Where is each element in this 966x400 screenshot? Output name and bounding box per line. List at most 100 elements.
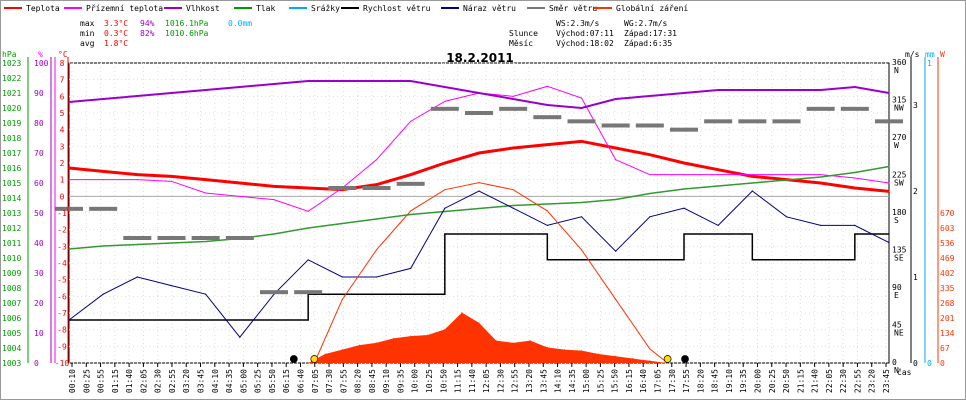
point-press [102,245,104,247]
point-radiation [410,335,412,337]
radiation-tick-label: 67 [940,344,950,353]
pressure-tick-label: 1008 [2,284,21,293]
humidity-tick-label: 100 [34,59,49,68]
point-hum [512,98,514,100]
pressure-tick-label: 1014 [2,194,21,203]
point-temp [512,147,514,149]
point-radiation [461,312,463,314]
direction-tick-compass: NW [894,104,904,113]
point-theo [478,181,480,184]
x-tick-label: 01:15 [111,369,120,393]
temp-tick-label: -5 [57,276,67,285]
humidity-tick-label: 60 [34,179,44,188]
point-press [170,242,173,244]
rain-unit: mm [925,50,935,59]
point-theo [444,189,446,191]
point-radiation [495,340,497,342]
x-tick-label: 02:55 [168,369,177,393]
stats-hum: 94% [140,19,155,28]
point-theo [649,348,651,350]
pressure-tick-label: 1011 [2,239,21,248]
pressure-tick-label: 1022 [2,74,21,83]
point-radiation [427,334,429,336]
point-dew [273,199,275,201]
direction-tick-degrees: 90 [892,283,902,292]
point-press [820,176,822,178]
point-wind-direction [260,290,288,295]
point-hum [239,86,241,88]
point-dew [683,174,685,176]
point-wind-direction [601,123,630,128]
point-hum [273,83,275,85]
direction-tick-degrees: 135 [892,246,907,255]
point-press [649,192,651,195]
axes: 00:10 00:25 00:55 01:15 01:40 02:05 02:30 02:55… [2,50,955,393]
humidity-tick-label: 40 [34,239,44,248]
point-radiation [358,344,360,346]
temp-tick-label: 6 [60,92,65,101]
point-wind-direction [465,111,493,115]
pressure-tick-label: 1006 [2,314,21,323]
radiation-tick-label: 134 [940,329,955,338]
x-tick-label: 10:00 [411,369,420,393]
x-tick-label: 11:40 [468,369,477,393]
x-tick-label: 00:10 [68,369,77,393]
point-wg [546,224,548,226]
point-hum [649,95,651,97]
point-dew [717,174,719,176]
point-radiation [581,350,582,352]
point-theo [546,210,548,212]
chart-title: 18.2.2011 [446,51,514,65]
point-temp [580,140,583,142]
point-wg [136,276,138,278]
x-tick-label: 16:40 [639,369,648,393]
point-wind-direction [840,106,869,111]
point-wg [512,207,514,209]
direction-tick-degrees: 180 [892,208,907,217]
x-tick-label: 19:10 [725,369,734,393]
x-tick-label: 20:00 [753,369,762,393]
direction-tick-compass: N [894,366,899,375]
pressure-tick-label: 1018 [2,134,21,143]
temp-tick-label: 3 [60,142,65,151]
x-tick-label: 05:50 [268,369,277,393]
x-tick-label: 10:50 [439,369,448,393]
point-radiation [615,355,617,357]
stats-rain: 0.0mm [228,19,252,28]
temp-tick-label: -3 [57,242,67,251]
point-press [751,182,753,184]
humidity-unit: % [38,50,43,59]
point-wg [239,336,241,338]
direction-tick-compass: S [894,216,899,225]
temp-tick-label: 5 [60,109,65,118]
point-wind-direction [123,236,152,240]
point-dew [820,174,822,176]
x-tick-label: 15:00 [582,369,591,393]
point-theo [375,249,378,251]
point-hum [375,80,378,82]
legend-label: Teplota [26,4,60,13]
pressure-tick-label: 1004 [2,344,21,353]
x-tick-label: 07:55 [339,369,348,393]
point-wind-direction [670,127,698,132]
x-tick-label: 12:05 [482,369,491,393]
point-dew [854,177,856,179]
x-tick-label: 02:30 [154,369,163,393]
point-radiation [478,322,480,324]
point-wind-direction [635,123,664,128]
radiation-tick-label: 603 [940,224,955,233]
point-radiation [598,353,600,355]
point-hum [444,86,446,88]
point-hum [854,86,856,88]
direction-tick-compass: NE [894,329,904,338]
point-hum [751,89,753,91]
point-temp [649,154,651,156]
point-temp [478,152,480,154]
sun-label: Slunce [509,29,538,38]
point-wind-direction [55,206,83,211]
x-tick-label: 03:45 [197,369,206,393]
x-tick-label: 09:10 [382,369,391,393]
point-temp [375,184,378,186]
legend: Teplota Přízemní teplota Vlhkost Tlak Srážky… [4,4,688,13]
rain-tick-label: 0 [927,359,932,368]
